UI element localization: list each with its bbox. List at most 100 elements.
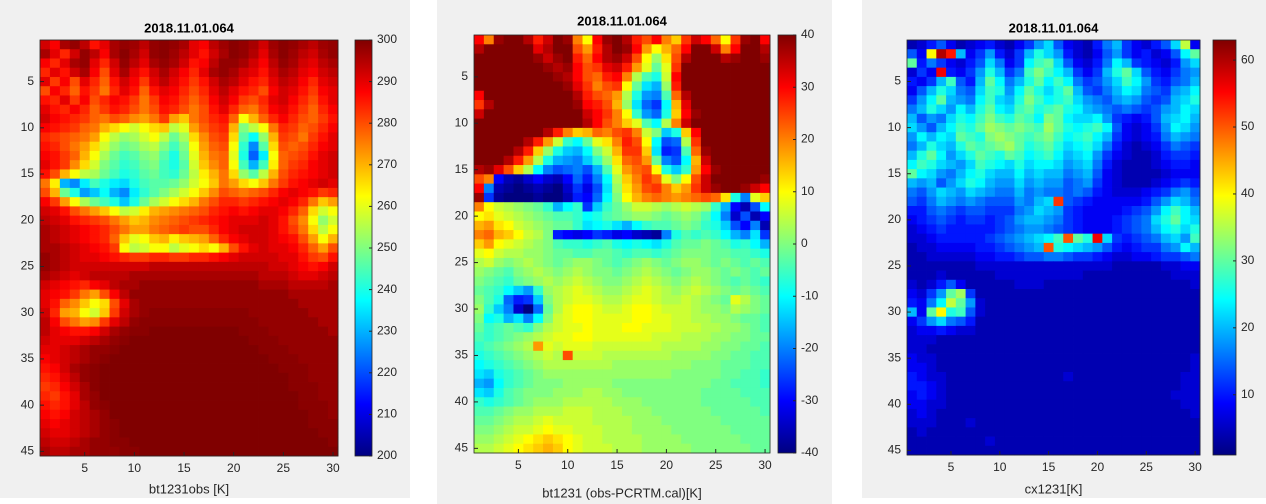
heatmap-cell [308,419,318,429]
heatmap-cell [474,388,484,398]
heatmap-cell [691,239,701,249]
heatmap-cell [159,114,169,124]
heatmap-cell [592,425,602,435]
heatmap-cell [966,437,976,447]
heatmap-cell [90,253,100,263]
heatmap-cell [298,160,308,170]
heatmap-cell [691,416,701,426]
heatmap-cell [622,314,632,324]
heatmap-cell [169,169,179,179]
heatmap-cell [90,299,100,309]
heatmap-cell [1141,160,1151,170]
heatmap-cell [1102,335,1112,345]
heatmap-cell [1073,307,1083,317]
heatmap-cell [1034,40,1044,50]
heatmap-cell [936,105,946,115]
heatmap-cell [936,95,946,105]
heatmap-cell [632,267,642,277]
heatmap-cell [278,391,288,401]
heatmap-cell [80,160,90,170]
heatmap-cell [110,345,120,355]
heatmap-cell [946,178,956,188]
heatmap-cell [1034,188,1044,198]
heatmap-cell [936,307,946,317]
heatmap-cell [179,382,189,392]
heatmap-cell [1083,390,1093,400]
heatmap-cell [50,86,60,96]
heatmap-cell [1151,409,1161,419]
heatmap-cell [159,410,169,420]
heatmap-cell [278,216,288,226]
heatmap-cell [229,299,239,309]
heatmap-cell [632,323,642,333]
heatmap-cell [671,416,681,426]
heatmap-cell [523,360,533,370]
heatmap-cell [318,40,328,50]
heatmap-cell [563,351,573,361]
heatmap-cell [1132,298,1142,308]
heatmap-cell [691,267,701,277]
heatmap-cell [199,160,209,170]
heatmap-cell [474,277,484,287]
heatmap-cell [563,342,573,352]
heatmap-cell [1063,409,1073,419]
heatmap-cell [239,169,249,179]
heatmap-cell [494,379,504,389]
heatmap-cell [189,58,199,68]
heatmap-cell [209,299,219,309]
heatmap-cell [985,427,995,437]
heatmap-cell [1141,354,1151,364]
heatmap-cell [1132,86,1142,96]
heatmap-cell [731,286,741,296]
heatmap-cell [504,425,514,435]
heatmap-cell [927,381,937,391]
heatmap-cell [219,327,229,337]
heatmap-cell [671,239,681,249]
heatmap-cell [268,327,278,337]
heatmap-cell [1141,390,1151,400]
heatmap-cell [632,193,642,203]
heatmap-cell [1141,307,1151,317]
heatmap-cell [622,258,632,268]
heatmap-cell [661,91,671,101]
heatmap-cell [268,271,278,281]
heatmap-cell [318,354,328,364]
heatmap-cell [328,308,338,318]
heatmap-cell [995,354,1005,364]
heatmap-cell [1054,344,1064,354]
heatmap-cell [740,304,750,314]
heatmap-cell [494,388,504,398]
heatmap-cell [956,86,966,96]
heatmap-cell [1132,363,1142,373]
heatmap-cell [189,123,199,133]
heatmap-cell [1093,252,1103,262]
heatmap-cell [199,58,209,68]
heatmap-cell [308,336,318,346]
heatmap-cell [721,193,731,203]
heatmap-cell [671,193,681,203]
heatmap-cell [917,446,927,456]
heatmap-cell [1112,317,1122,327]
heatmap-cell [740,184,750,194]
heatmap-cell [691,407,701,417]
heatmap-cell [1073,234,1083,244]
heatmap-cell [1005,178,1015,188]
heatmap-cell [652,81,662,91]
heatmap-cell [1044,252,1054,262]
heatmap-cell [110,243,120,253]
heatmap-cell [249,401,259,411]
heatmap-cell [1161,298,1171,308]
heatmap-cell [1132,169,1142,179]
heatmap-cell [1024,326,1034,336]
heatmap-cell [1054,261,1064,271]
heatmap-cell [995,40,1005,50]
heatmap-cell [129,95,139,105]
heatmap-cell [259,308,269,318]
heatmap-cell [760,416,770,426]
heatmap-cell [917,326,927,336]
heatmap-cell [139,354,149,364]
heatmap-cell [80,317,90,327]
heatmap-cell [474,137,484,147]
heatmap-cell [288,105,298,115]
heatmap-cell [298,401,308,411]
